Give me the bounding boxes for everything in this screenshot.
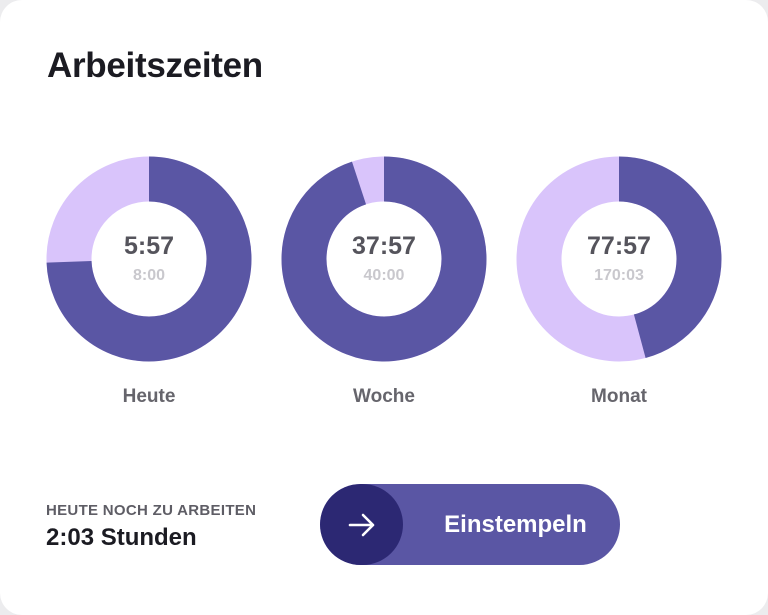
ring-month-worked: 77:57 xyxy=(587,232,651,260)
ring-month-chart xyxy=(516,156,722,362)
arrow-right-icon xyxy=(348,513,374,536)
clock-in-button[interactable]: Einstempeln xyxy=(320,484,620,565)
ring-week-worked-arc xyxy=(281,156,487,362)
ring-week-label: Woche xyxy=(353,386,415,407)
ring-today-target: 8:00 xyxy=(132,267,166,284)
ring-today-label: Heute xyxy=(122,386,176,407)
ring-today-worked-arc xyxy=(46,156,252,362)
ring-today-worked: 5:57 xyxy=(123,232,175,260)
remaining-label: HEUTE NOCH ZU ARBEITEN xyxy=(46,502,257,519)
ring-week-target: 40:00 xyxy=(363,267,405,284)
clock-in-knob[interactable] xyxy=(320,484,403,565)
ring-month-target: 170:03 xyxy=(594,267,644,284)
remaining-value: 2:03 Stunden xyxy=(46,524,197,551)
page-title: Arbeitszeiten xyxy=(47,46,263,85)
clock-in-label: Einstempeln xyxy=(444,510,587,538)
ring-today: 5:57 8:00 Heute xyxy=(46,156,252,416)
ring-month: 77:57 170:03 Monat xyxy=(516,156,722,416)
ring-month-label: Monat xyxy=(591,386,647,407)
ring-today-chart xyxy=(46,156,252,362)
ring-month-worked-arc xyxy=(516,156,722,362)
ring-week-worked: 37:57 xyxy=(352,232,416,260)
ring-week: 37:57 40:00 Woche xyxy=(281,156,487,416)
ring-week-chart xyxy=(281,156,487,362)
